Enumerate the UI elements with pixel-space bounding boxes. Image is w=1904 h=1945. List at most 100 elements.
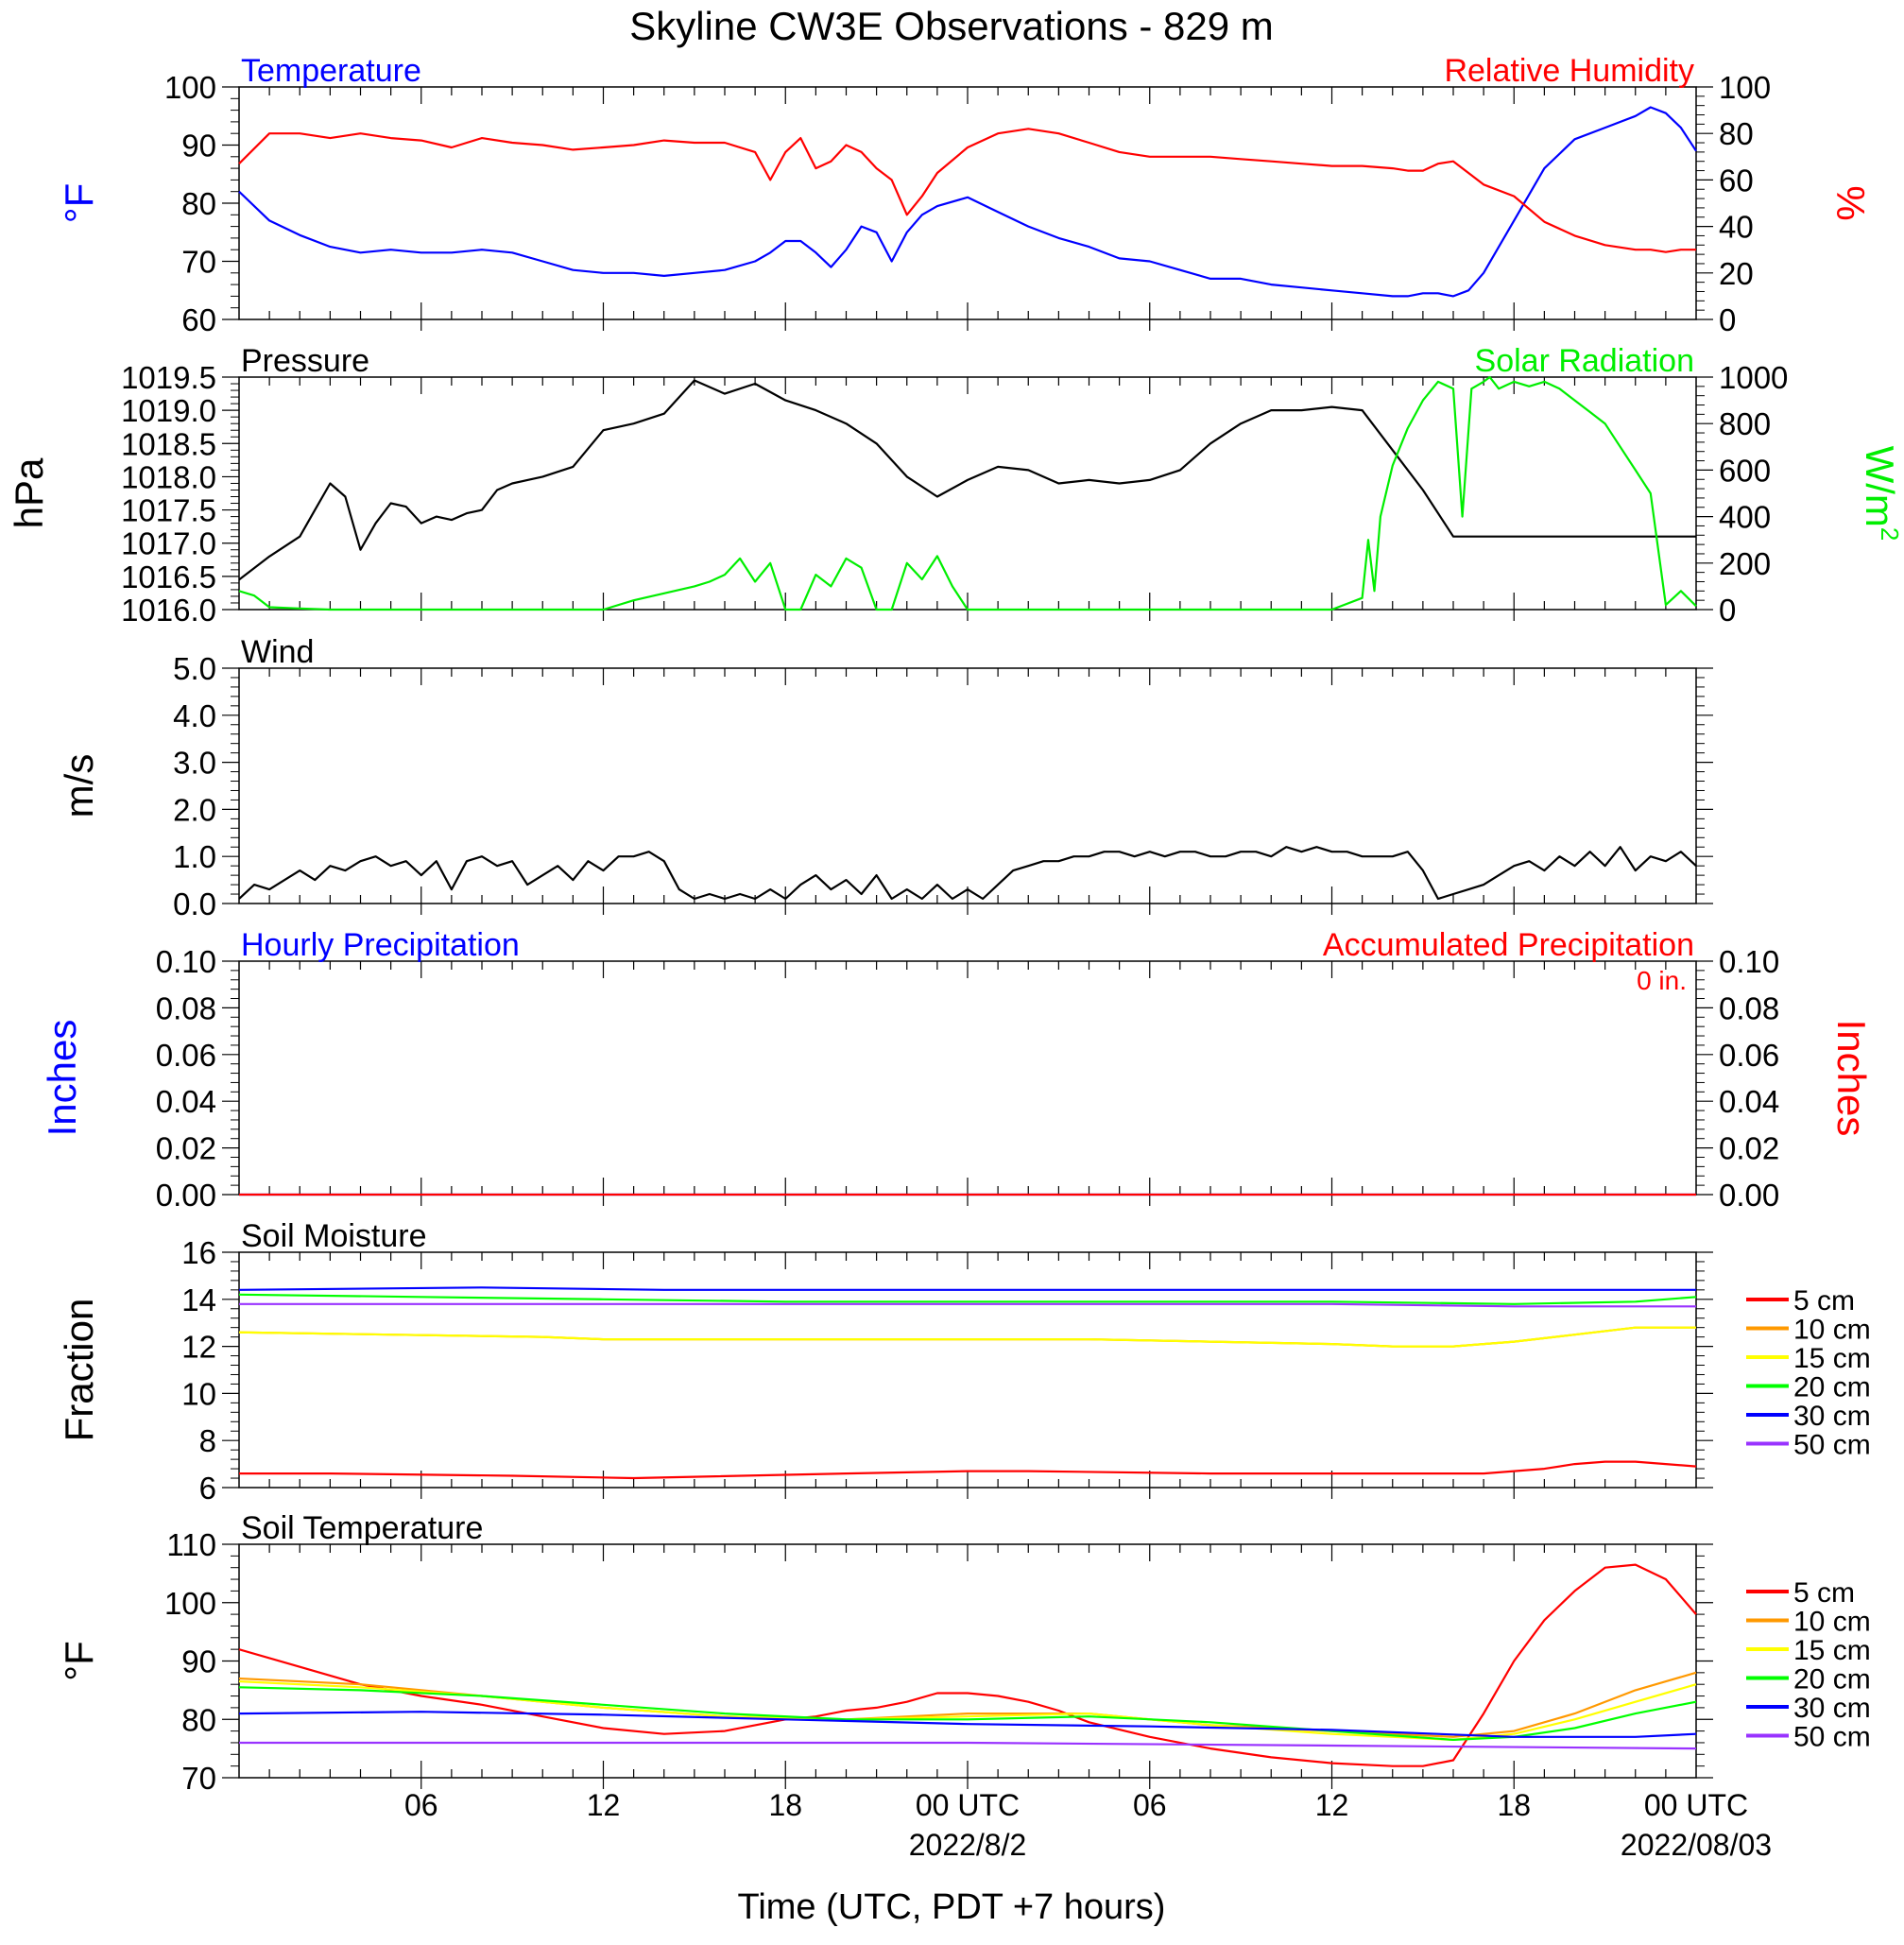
y-tick-label: 8 xyxy=(199,1423,216,1458)
series-line-pressure xyxy=(238,379,1696,581)
x-tick-label: 00 UTC xyxy=(916,1788,1020,1822)
y2-tick-label: 0 xyxy=(1719,593,1736,628)
y2-tick-label: 0.02 xyxy=(1719,1131,1779,1166)
y-tick-label: 100 xyxy=(164,70,216,105)
y-tick-label: 1016.0 xyxy=(121,593,216,628)
y-tick-label: 0.00 xyxy=(156,1178,216,1213)
plot-frame xyxy=(238,86,1697,320)
y-tick-label: 1016.5 xyxy=(121,559,216,594)
panel-title-left: Hourly Precipitation xyxy=(241,927,520,963)
x-tick-label: 18 xyxy=(768,1788,802,1822)
y2-tick-label: 0.06 xyxy=(1719,1038,1779,1073)
series-line-temperature xyxy=(238,106,1697,298)
panel-temp_rh: 60 70 80 90 100 0 20 40 60 80 100 Temperature Relati… xyxy=(57,53,1873,337)
legend-label: 50 cm xyxy=(1793,1722,1871,1753)
legend-label: 15 cm xyxy=(1793,1635,1871,1666)
series-line-30-cm xyxy=(238,1711,1697,1738)
y-axis-title-left: m/s xyxy=(57,754,101,818)
series-line-10-cm xyxy=(238,1671,1697,1738)
legend-label: 5 cm xyxy=(1793,1285,1855,1317)
y-axis-title-right: % xyxy=(1828,185,1873,220)
y-tick-label: 16 xyxy=(181,1235,216,1270)
y-tick-label: 5.0 xyxy=(173,651,216,686)
y-tick-label: 80 xyxy=(181,1702,216,1737)
x-tick-label: 12 xyxy=(1315,1788,1349,1822)
panel-title-left: Temperature xyxy=(241,53,421,89)
y-tick-label: 0.06 xyxy=(156,1038,216,1073)
legend-label: 30 cm xyxy=(1793,1693,1871,1724)
y-axis-title-left: °F xyxy=(57,183,101,223)
y2-tick-label: 0.08 xyxy=(1719,990,1779,1025)
y-tick-label: 1017.5 xyxy=(121,493,216,528)
panel-annotation: 0 in. xyxy=(1637,966,1687,995)
y-tick-label: 110 xyxy=(166,1527,216,1562)
y-tick-label: 12 xyxy=(181,1330,216,1365)
y-tick-label: 60 xyxy=(181,302,216,337)
y-tick-label: 1.0 xyxy=(173,839,216,874)
series-line-50-cm xyxy=(239,1302,1696,1308)
y-axis-title-right: Inches xyxy=(1829,1020,1874,1137)
plot-frame xyxy=(238,667,1697,904)
x-axis-label: Time (UTC, PDT +7 hours) xyxy=(738,1887,1166,1927)
x-date-label: 2022/08/03 xyxy=(1621,1828,1772,1862)
series-line-50-cm xyxy=(239,1741,1697,1750)
y2-tick-label: 400 xyxy=(1719,500,1771,535)
y2-tick-label: 40 xyxy=(1719,210,1754,245)
y-axis-title-left: Fraction xyxy=(57,1299,101,1442)
series-line-relative-humidity xyxy=(238,128,1696,253)
y-tick-label: 1018.5 xyxy=(121,426,216,461)
y-tick-label: 6 xyxy=(199,1471,216,1506)
y2-tick-label: 20 xyxy=(1719,256,1754,291)
panel-precip: 0.00 0.02 0.04 0.06 0.08 0.10 0.00 0.02 0.04 0.06… xyxy=(40,927,1874,1213)
y-tick-label: 80 xyxy=(181,186,216,221)
y2-tick-label: 60 xyxy=(1719,163,1754,198)
x-tick-label: 18 xyxy=(1497,1788,1531,1822)
legend-label: 10 cm xyxy=(1793,1315,1871,1346)
y-tick-label: 1019.0 xyxy=(121,393,216,428)
series-line-solar-radiation xyxy=(238,375,1697,611)
panel-title-right: Solar Radiation xyxy=(1475,343,1694,379)
legend-label: 10 cm xyxy=(1793,1607,1871,1638)
panel-title-right: Relative Humidity xyxy=(1444,53,1694,89)
y-axis-title-left: °F xyxy=(57,1641,101,1680)
panel-title-left: Wind xyxy=(241,634,314,670)
y2-tick-label: 1000 xyxy=(1719,360,1788,395)
panel-pressure_solar: 1016.01016.51017.01017.51018.01018.51019… xyxy=(7,343,1904,628)
y2-tick-label: 200 xyxy=(1719,546,1771,581)
y-tick-label: 100 xyxy=(164,1586,216,1621)
y-axis-title-right: W/m2 xyxy=(1858,446,1904,542)
y-tick-label: 0.0 xyxy=(173,886,216,921)
y-tick-label: 70 xyxy=(181,1761,216,1796)
y2-tick-label: 0.10 xyxy=(1719,944,1779,979)
x-tick-label: 06 xyxy=(1133,1788,1167,1822)
y-tick-label: 4.0 xyxy=(173,698,216,733)
y-tick-label: 14 xyxy=(181,1282,216,1317)
series-line-20-cm xyxy=(238,1293,1697,1305)
y-tick-label: 0.04 xyxy=(156,1084,216,1119)
y2-tick-label: 600 xyxy=(1719,453,1771,488)
y-axis-title-left: hPa xyxy=(7,457,51,528)
x-date-label: 2022/8/2 xyxy=(909,1828,1027,1862)
y-tick-label: 1018.0 xyxy=(121,459,216,494)
x-tick-label: 12 xyxy=(587,1788,621,1822)
y2-tick-label: 0 xyxy=(1719,302,1736,337)
y-tick-label: 1019.5 xyxy=(121,360,216,395)
legend-label: 30 cm xyxy=(1793,1401,1871,1432)
x-tick-label: 00 UTC xyxy=(1644,1788,1748,1822)
y-tick-label: 90 xyxy=(181,129,216,164)
y2-tick-label: 800 xyxy=(1719,406,1771,441)
series-line-5-cm xyxy=(239,1460,1697,1480)
y-tick-label: 0.10 xyxy=(156,944,216,979)
panel-wind: 0.0 1.0 2.0 3.0 4.0 5.0 Wind m/s xyxy=(57,634,1713,921)
legend-label: 50 cm xyxy=(1793,1430,1871,1461)
series-line-wind xyxy=(238,846,1697,901)
legend-label: 20 cm xyxy=(1793,1372,1871,1403)
x-tick-label: 06 xyxy=(404,1788,438,1822)
y2-tick-label: 0.00 xyxy=(1719,1178,1779,1213)
y2-tick-label: 80 xyxy=(1719,116,1754,151)
series-line-15-cm xyxy=(238,1680,1697,1742)
panel-title-left: Soil Temperature xyxy=(241,1510,483,1546)
series-line-30-cm xyxy=(238,1286,1696,1291)
y2-tick-label: 100 xyxy=(1719,70,1771,105)
